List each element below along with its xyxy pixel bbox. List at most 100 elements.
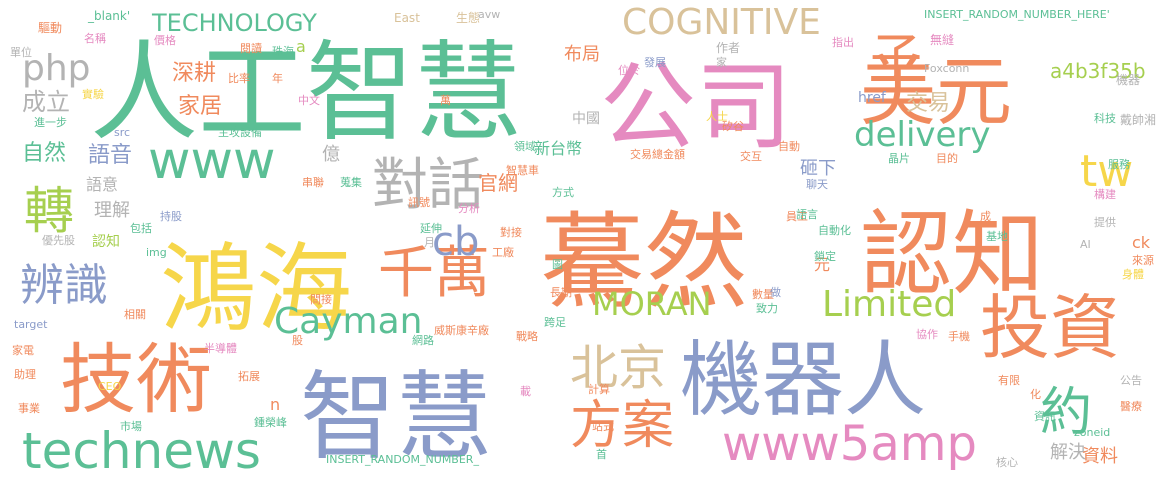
cloud-word: ck bbox=[1132, 233, 1151, 252]
cloud-word: 理解 bbox=[94, 200, 130, 221]
cloud-word: 比率 bbox=[228, 71, 250, 85]
cloud-word: 威斯康辛廠 bbox=[434, 323, 489, 337]
cloud-word: 語音 bbox=[88, 143, 132, 168]
cloud-word: 機器 bbox=[1116, 72, 1140, 87]
cloud-word: 智慧車 bbox=[506, 163, 539, 177]
cloud-word: 聊天 bbox=[806, 177, 828, 191]
cloud-word: 實驗 bbox=[82, 87, 104, 101]
cloud-word: 長期 bbox=[550, 286, 572, 299]
cloud-word: 目的 bbox=[936, 151, 958, 165]
cloud-word: AI bbox=[1080, 238, 1091, 251]
cloud-word: 身體 bbox=[1122, 267, 1144, 281]
cloud-word: a4b3f35b bbox=[1050, 59, 1146, 83]
cloud-word: 事業 bbox=[18, 402, 40, 415]
cloud-word: cb bbox=[432, 219, 479, 265]
cloud-word: 載 bbox=[520, 385, 531, 398]
cloud-word: 致力 bbox=[756, 301, 778, 315]
cloud-word: 員工 bbox=[786, 210, 808, 223]
cloud-word: 指出 bbox=[832, 35, 854, 49]
cloud-word: 晶片 bbox=[888, 152, 910, 165]
cloud-word: 布局 bbox=[564, 44, 600, 65]
cloud-word: COGNITIVE bbox=[622, 2, 821, 43]
cloud-word: 發展 bbox=[644, 55, 666, 69]
cloud-word: 價格 bbox=[154, 33, 176, 47]
cloud-word: 認知 bbox=[860, 201, 1044, 308]
cloud-word: 持股 bbox=[160, 209, 182, 223]
cloud-word: 子 bbox=[870, 29, 922, 89]
cloud-word: 手機 bbox=[948, 329, 970, 343]
cloud-word: _blank' bbox=[87, 9, 130, 23]
cloud-word: 無縫 bbox=[930, 32, 954, 47]
cloud-word: TECHNOLOGY bbox=[151, 9, 317, 37]
cloud-word: 市場 bbox=[120, 419, 142, 433]
cloud-word: 家電 bbox=[12, 343, 34, 357]
cloud-word: 計算 bbox=[588, 382, 610, 396]
cloud-word: East bbox=[394, 11, 420, 25]
cloud-word: 服務 bbox=[1108, 157, 1130, 171]
cloud-word: 生態 bbox=[456, 10, 480, 25]
cloud-word: 主攻 bbox=[218, 125, 240, 139]
cloud-word: 月 bbox=[424, 236, 435, 249]
cloud-word: 助理 bbox=[14, 367, 36, 381]
cloud-word: 醫療 bbox=[1120, 399, 1142, 413]
cloud-word: 新台幣 bbox=[534, 139, 582, 158]
cloud-word: 資料 bbox=[1082, 446, 1118, 467]
cloud-word: delivery bbox=[854, 115, 991, 155]
cloud-word: 做 bbox=[770, 285, 781, 299]
cloud-word: target bbox=[14, 318, 48, 331]
cloud-word: 領域 bbox=[514, 139, 536, 153]
cloud-word: 跨足 bbox=[544, 316, 566, 329]
cloud-word: 智慧 bbox=[300, 361, 492, 473]
cloud-word: 延伸 bbox=[420, 222, 442, 235]
cloud-word: 人士 bbox=[706, 110, 728, 123]
cloud-word: 官網 bbox=[478, 171, 518, 195]
cloud-word: 自動化 bbox=[818, 223, 851, 237]
cloud-word: 辨識 bbox=[20, 260, 108, 311]
cloud-word: 矽谷 bbox=[722, 119, 744, 133]
cloud-word: 公告 bbox=[1120, 374, 1142, 387]
cloud-word: 設備 bbox=[240, 125, 262, 139]
cloud-word: 核心 bbox=[996, 455, 1018, 469]
cloud-word: a bbox=[296, 37, 306, 56]
cloud-word: 自然 bbox=[22, 141, 66, 166]
cloud-word: 優先股 bbox=[42, 234, 75, 247]
cloud-word: 半導體 bbox=[204, 341, 237, 355]
cloud-word: 工廠 bbox=[492, 245, 514, 259]
cloud-word: 對接 bbox=[500, 225, 522, 239]
cloud-word: 砸下 bbox=[800, 158, 836, 179]
cloud-word: 家居 bbox=[178, 94, 222, 119]
cloud-word: 間接 bbox=[310, 293, 332, 306]
cloud-word: 語言 bbox=[796, 207, 818, 221]
cloud-word: 成立 bbox=[22, 88, 70, 116]
cloud-word: 家 bbox=[716, 55, 727, 69]
cloud-word: 轉 bbox=[24, 182, 74, 240]
cloud-word: INSERT_RANDOM_NUMBER_ bbox=[326, 453, 479, 466]
cloud-word: src bbox=[114, 126, 130, 139]
cloud-word: 交互 bbox=[740, 149, 762, 163]
cloud-word: 分析 bbox=[458, 201, 480, 215]
cloud-word: 拓展 bbox=[238, 369, 260, 383]
cloud-word: 方式 bbox=[552, 185, 574, 199]
cloud-word: 名稱 bbox=[84, 31, 106, 45]
cloud-word: n bbox=[270, 395, 280, 414]
cloud-word: 中文 bbox=[298, 93, 320, 107]
cloud-word: 驅動 bbox=[38, 21, 62, 35]
cloud-word: 站式 bbox=[592, 419, 614, 433]
cloud-word: 技術 bbox=[60, 335, 212, 424]
cloud-word: 科技 bbox=[1094, 111, 1116, 125]
cloud-word: 美元 bbox=[860, 47, 1012, 136]
cloud-word: href bbox=[858, 90, 887, 106]
cloud-word: 深耕 bbox=[172, 61, 216, 86]
cloud-word: 萬 bbox=[440, 94, 451, 107]
cloud-word: INSERT_RANDOM_NUMBER_HERE' bbox=[924, 8, 1110, 21]
cloud-word: 相關 bbox=[124, 308, 146, 321]
cloud-word: 數量 bbox=[752, 288, 774, 301]
cloud-word: Foxconn bbox=[924, 62, 969, 75]
cloud-word: 訊號 bbox=[408, 195, 430, 209]
cloud-word: 位於 bbox=[618, 63, 640, 77]
cloud-word: img bbox=[146, 246, 167, 259]
cloud-word: 化 bbox=[1030, 387, 1041, 401]
cloud-word: 提供 bbox=[1094, 215, 1116, 229]
cloud-word: 蒐集 bbox=[340, 175, 362, 189]
